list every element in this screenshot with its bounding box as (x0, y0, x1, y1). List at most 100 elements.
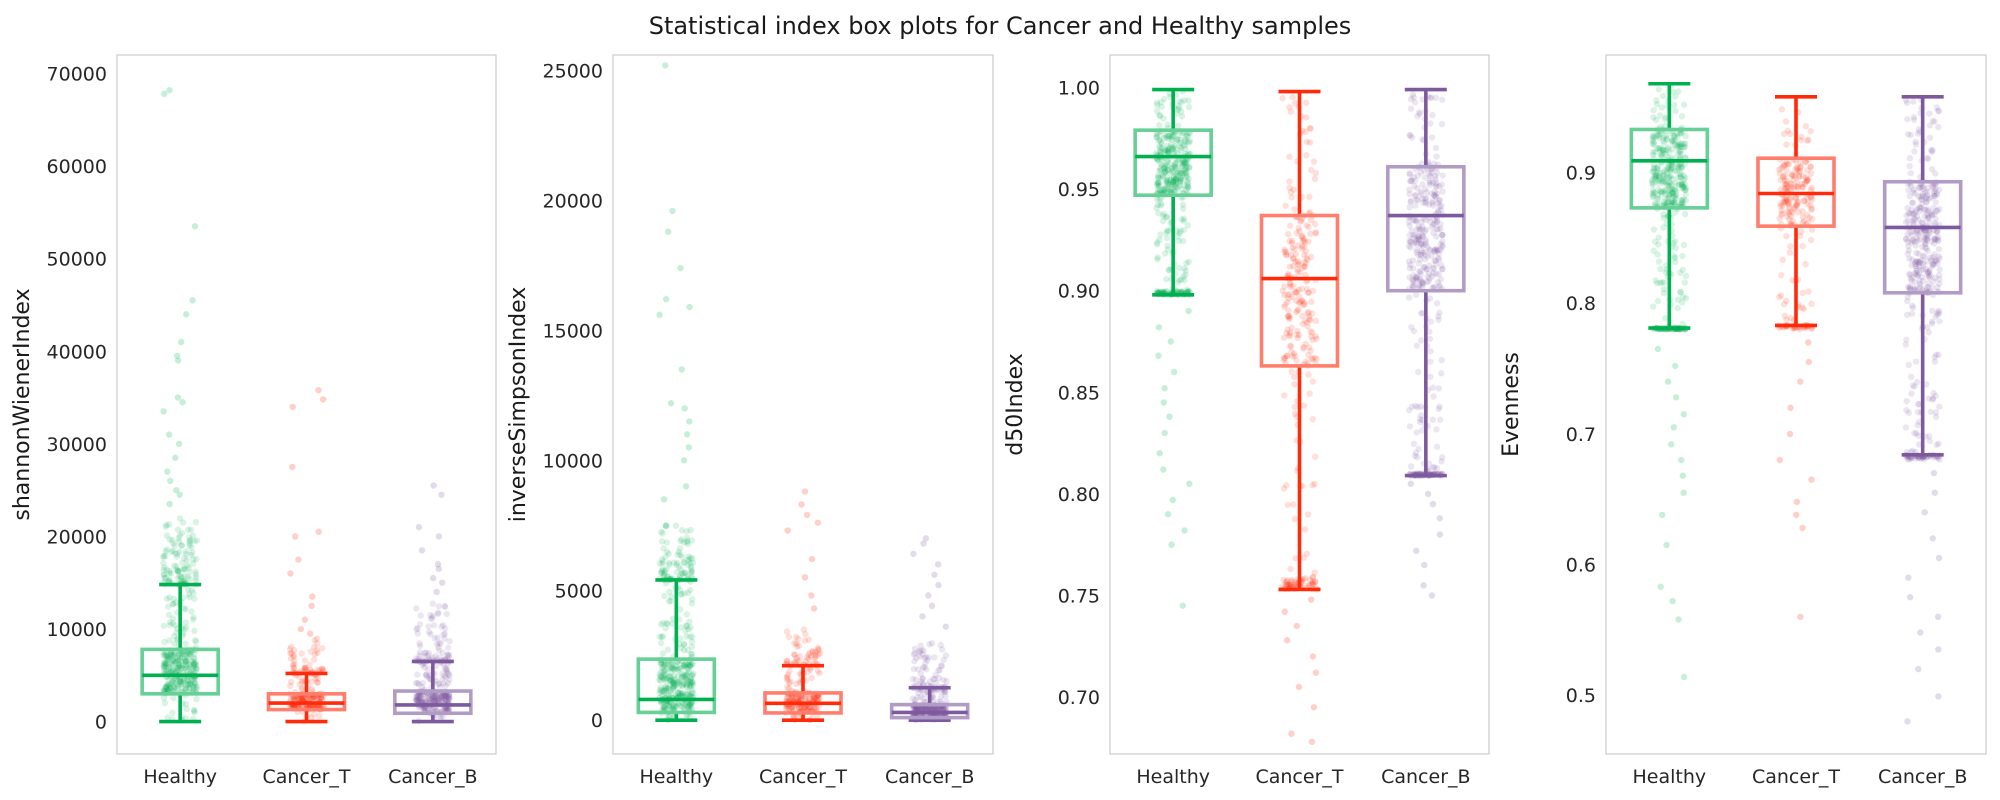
data-point (656, 633, 663, 640)
data-point (675, 548, 683, 556)
data-point (1910, 215, 1917, 222)
data-point (183, 556, 190, 564)
data-point (443, 694, 450, 701)
data-point (177, 656, 184, 664)
data-point (171, 679, 178, 687)
outlier-point (164, 468, 171, 475)
data-point (180, 519, 187, 526)
outlier-point (665, 228, 672, 235)
data-point (1300, 345, 1307, 352)
chart-panels: 010000200003000040000500006000070000Heal… (10, 54, 1987, 788)
data-point (429, 654, 436, 661)
data-point (1434, 255, 1442, 262)
outlier-point (191, 223, 199, 230)
data-point (187, 680, 194, 688)
data-point (677, 606, 684, 613)
data-point (433, 694, 440, 701)
outlier-point (315, 386, 322, 394)
data-point (435, 644, 442, 651)
data-point (1306, 390, 1313, 397)
data-point (287, 655, 295, 662)
data-point (174, 568, 181, 575)
data-point (1655, 234, 1662, 241)
data-point (176, 678, 184, 686)
data-point (175, 660, 182, 667)
data-point (188, 549, 196, 556)
data-point (1427, 120, 1434, 127)
data-point (1437, 276, 1445, 283)
data-point (180, 679, 187, 686)
outlier-point (1312, 669, 1320, 676)
data-point (170, 651, 178, 659)
data-point (686, 692, 694, 700)
data-point (427, 631, 434, 638)
data-point (439, 622, 447, 629)
data-point (689, 678, 696, 686)
outlier-point (1288, 730, 1295, 737)
outlier-point (430, 482, 437, 489)
data-point (313, 646, 320, 654)
data-point (1417, 191, 1425, 198)
data-point (308, 686, 316, 693)
data-point (670, 683, 677, 690)
data-point (308, 695, 315, 703)
data-point (1413, 291, 1420, 299)
data-point (656, 671, 663, 678)
data-point (431, 697, 438, 704)
outlier-point (683, 431, 691, 438)
data-point (679, 682, 686, 689)
data-point (688, 700, 695, 708)
data-point (793, 694, 801, 701)
data-point (433, 696, 440, 703)
data-point (441, 625, 449, 632)
data-point (192, 680, 199, 687)
data-point (168, 548, 175, 556)
data-point (676, 679, 683, 686)
data-point (302, 696, 310, 703)
data-point (314, 649, 321, 656)
data-point (1291, 381, 1298, 388)
data-point (161, 638, 168, 646)
data-point (416, 696, 423, 703)
data-point (192, 568, 199, 575)
data-point (1163, 214, 1170, 221)
data-point (669, 615, 677, 622)
data-point (413, 626, 420, 633)
data-point (687, 682, 694, 690)
data-point (1279, 95, 1286, 102)
outlier-point (1310, 704, 1318, 711)
data-point (671, 666, 678, 673)
data-point (165, 655, 172, 663)
data-point (1807, 163, 1814, 171)
data-point (688, 643, 696, 651)
data-point (684, 557, 691, 564)
outlier-point (1166, 413, 1173, 420)
data-point (1284, 326, 1291, 333)
data-point (1154, 201, 1162, 209)
data-point (673, 666, 681, 673)
data-point (665, 659, 672, 666)
data-point (298, 678, 306, 686)
data-point (439, 675, 446, 683)
data-point (437, 640, 444, 647)
data-point (162, 663, 170, 670)
data-point (429, 600, 436, 607)
data-point (1433, 169, 1441, 177)
data-point (815, 647, 823, 654)
y-tick-label: 0 (95, 712, 107, 734)
data-point (663, 661, 670, 668)
data-point (667, 669, 674, 677)
data-point (784, 671, 791, 678)
data-point (193, 537, 201, 544)
data-point (783, 705, 790, 713)
data-point (791, 658, 798, 665)
y-tick-label: 0.5 (1566, 685, 1596, 707)
data-point (162, 552, 169, 560)
data-point (185, 564, 192, 571)
data-point (182, 658, 190, 665)
data-point (811, 695, 818, 702)
data-point (683, 528, 690, 535)
data-point (1777, 272, 1785, 279)
data-point (176, 654, 184, 662)
